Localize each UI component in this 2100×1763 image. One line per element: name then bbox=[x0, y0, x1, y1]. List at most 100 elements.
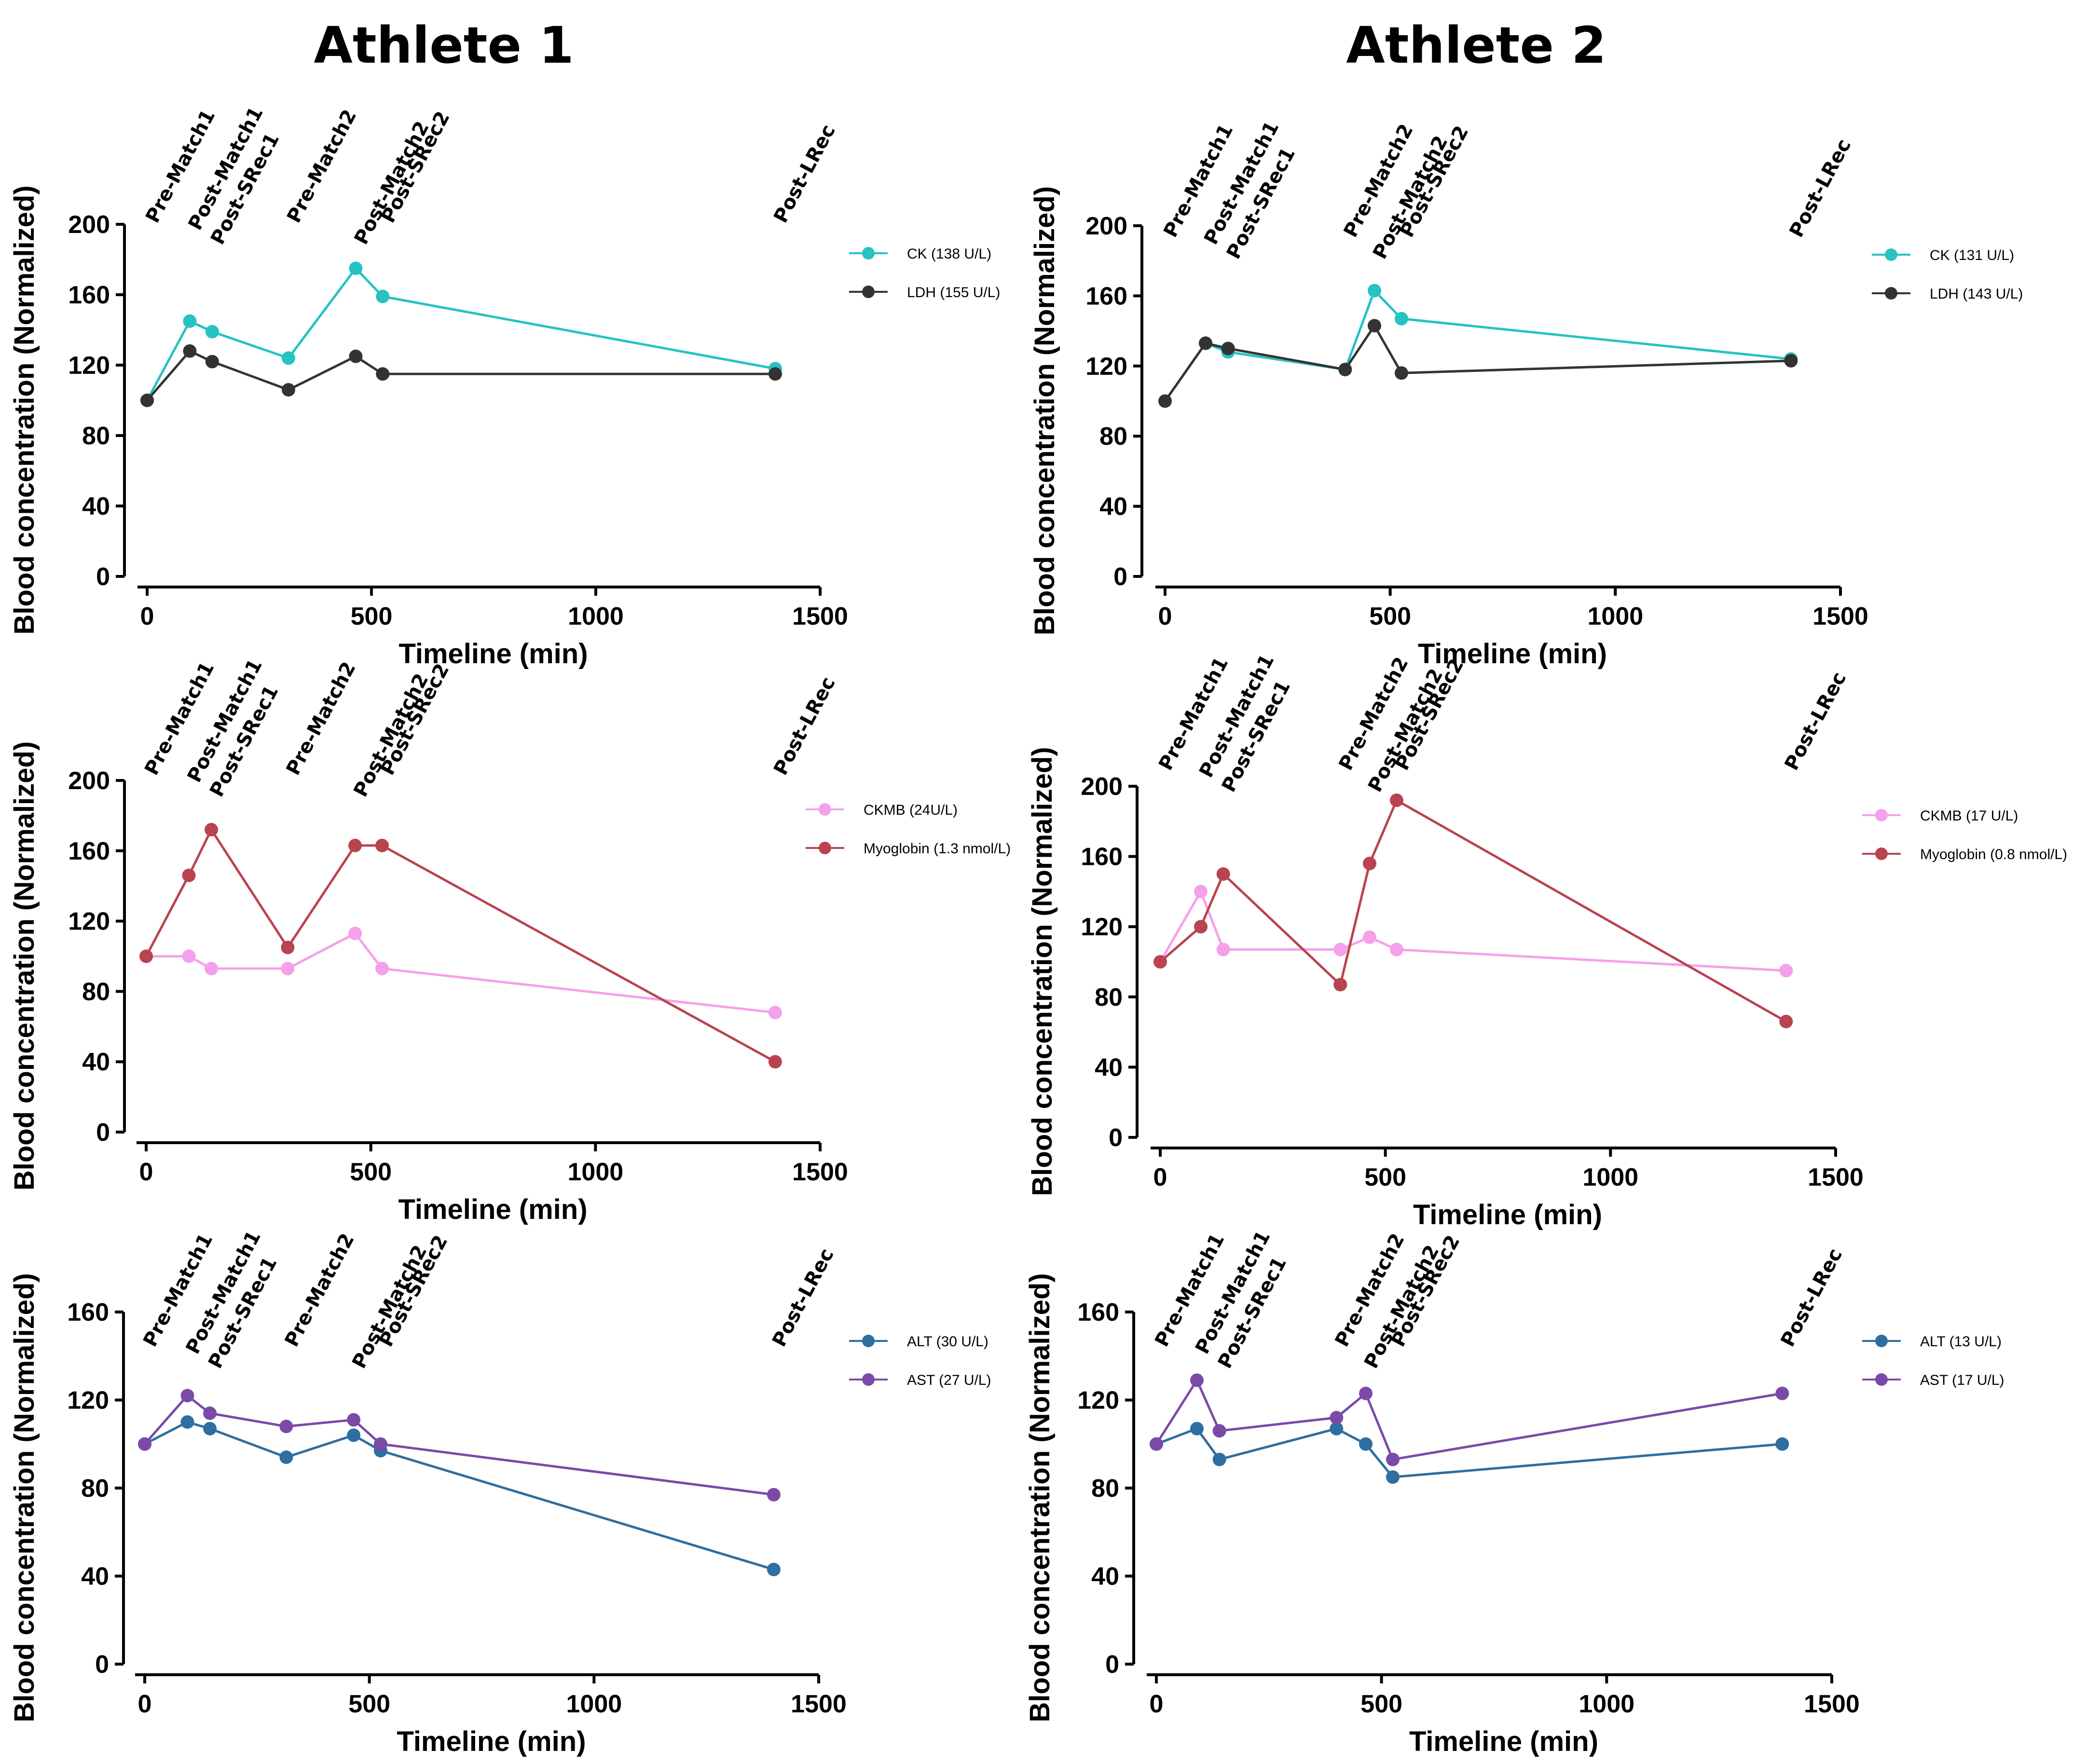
data-point bbox=[376, 367, 390, 381]
x-tick-label: 1000 bbox=[568, 602, 624, 630]
y-axis-title: Blood concentration (Normalized) bbox=[1029, 186, 1060, 635]
legend-label: Myoglobin (1.3 nmol/L) bbox=[864, 841, 1011, 857]
data-point bbox=[182, 949, 196, 963]
y-tick-label: 120 bbox=[68, 352, 110, 380]
x-axis-title: Timeline (min) bbox=[397, 1726, 586, 1757]
chart-panel: 0 40 80 120 160 200 0 500 1000 1500 Timeline (min)… bbox=[1029, 118, 2023, 670]
series-line bbox=[146, 349, 775, 401]
data-point bbox=[1395, 312, 1408, 326]
data-point bbox=[180, 1389, 194, 1403]
x-tick-label: 500 bbox=[1360, 1690, 1402, 1718]
legend-label: CKMB (24U/L) bbox=[864, 802, 958, 818]
legend-label: AST (27 U/L) bbox=[907, 1372, 991, 1388]
data-point bbox=[769, 367, 782, 381]
data-point bbox=[1199, 336, 1212, 350]
data-point bbox=[1194, 885, 1208, 899]
data-point bbox=[205, 325, 219, 339]
y-tick-label: 40 bbox=[1091, 1563, 1119, 1591]
data-point bbox=[279, 1450, 293, 1464]
data-point bbox=[1216, 943, 1230, 957]
x-tick-label: 500 bbox=[348, 1690, 390, 1718]
y-tick-label: 0 bbox=[96, 1119, 110, 1147]
chart-panel: 0 40 80 120 160 200 0 500 1000 1500 Timeline (min)… bbox=[9, 103, 1000, 670]
data-point bbox=[349, 261, 363, 275]
y-tick-label: 40 bbox=[82, 492, 110, 520]
event-label: Pre-Match2 bbox=[282, 658, 360, 779]
x-tick-label: 0 bbox=[138, 1690, 152, 1718]
data-point bbox=[1338, 363, 1352, 377]
x-axis-title: Timeline (min) bbox=[1413, 1199, 1602, 1230]
chart-panel: 0 40 80 120 160 0 500 1000 1500 Timeline (min) Blo… bbox=[9, 1227, 991, 1757]
data-point bbox=[1150, 1437, 1163, 1451]
data-point bbox=[376, 289, 390, 303]
series-line bbox=[146, 931, 776, 1014]
y-tick-label: 0 bbox=[1113, 563, 1127, 591]
legend-label: LDH (143 U/L) bbox=[1930, 286, 2023, 302]
legend-marker bbox=[1875, 809, 1888, 821]
data-point bbox=[375, 838, 389, 852]
data-point bbox=[1363, 857, 1376, 871]
data-point bbox=[1158, 394, 1172, 408]
x-axis-title: Timeline (min) bbox=[398, 638, 588, 670]
event-label: Pre-Match2 bbox=[283, 106, 361, 227]
x-tick-label: 1000 bbox=[1582, 1163, 1638, 1191]
legend-label: ALT (13 U/L) bbox=[1920, 1334, 2002, 1350]
x-tick-label: 1000 bbox=[567, 1158, 623, 1186]
legend-marker bbox=[862, 286, 875, 298]
x-tick-label: 0 bbox=[1150, 1690, 1164, 1718]
data-point bbox=[1221, 342, 1235, 355]
data-point bbox=[1190, 1421, 1204, 1435]
y-tick-label: 120 bbox=[67, 1387, 109, 1415]
series-line bbox=[1164, 323, 1791, 402]
series-line bbox=[146, 266, 776, 401]
data-point bbox=[1775, 1386, 1789, 1400]
legend-marker bbox=[819, 842, 831, 854]
y-tick-label: 0 bbox=[96, 563, 110, 591]
data-point bbox=[138, 1437, 151, 1451]
data-point bbox=[348, 838, 362, 852]
data-point bbox=[1363, 930, 1376, 944]
data-point bbox=[767, 1488, 781, 1502]
y-tick-label: 40 bbox=[81, 1563, 109, 1591]
chart-panel: 0 40 80 120 160 0 500 1000 1500 Timeline (min) Blo… bbox=[1024, 1227, 2004, 1757]
y-tick-label: 80 bbox=[82, 422, 110, 450]
data-point bbox=[1190, 1373, 1204, 1387]
data-point bbox=[1359, 1386, 1373, 1400]
data-point bbox=[203, 1406, 217, 1420]
event-label: Post-LRec bbox=[769, 673, 840, 779]
x-tick-label: 1000 bbox=[566, 1690, 622, 1718]
y-tick-label: 200 bbox=[1081, 773, 1123, 801]
legend-marker bbox=[1875, 1373, 1888, 1386]
data-point bbox=[768, 1006, 782, 1020]
chart-panels: 0 40 80 120 160 200 0 500 1000 1500 Timeline (min)… bbox=[9, 103, 2067, 1757]
data-point bbox=[182, 868, 196, 882]
data-point bbox=[767, 1562, 781, 1576]
data-point bbox=[140, 394, 154, 407]
event-label: Post-LRec bbox=[768, 1245, 838, 1351]
data-point bbox=[1333, 943, 1347, 957]
legend-marker bbox=[1885, 248, 1897, 261]
data-point bbox=[348, 927, 362, 941]
legend-marker bbox=[862, 1373, 875, 1386]
data-point bbox=[373, 1437, 387, 1451]
legend-label: CKMB (17 U/L) bbox=[1920, 808, 2018, 824]
legend-label: LDH (155 U/L) bbox=[907, 285, 1000, 301]
data-point bbox=[1216, 867, 1230, 881]
x-tick-label: 500 bbox=[1369, 602, 1411, 630]
y-tick-label: 200 bbox=[1085, 212, 1127, 240]
x-tick-label: 1500 bbox=[1812, 602, 1868, 630]
data-point bbox=[1330, 1411, 1344, 1424]
y-tick-label: 160 bbox=[68, 281, 110, 309]
y-tick-label: 0 bbox=[1105, 1651, 1119, 1679]
x-tick-label: 500 bbox=[1364, 1163, 1406, 1191]
data-point bbox=[1390, 943, 1403, 957]
y-tick-label: 160 bbox=[67, 1298, 109, 1326]
y-tick-label: 120 bbox=[1085, 353, 1127, 381]
x-tick-label: 1500 bbox=[1808, 1163, 1864, 1191]
data-point bbox=[1775, 1437, 1789, 1451]
data-point bbox=[281, 941, 295, 955]
data-point bbox=[205, 823, 219, 837]
data-point bbox=[1390, 793, 1403, 807]
y-tick-label: 0 bbox=[1109, 1124, 1123, 1152]
y-tick-label: 160 bbox=[1081, 843, 1123, 871]
